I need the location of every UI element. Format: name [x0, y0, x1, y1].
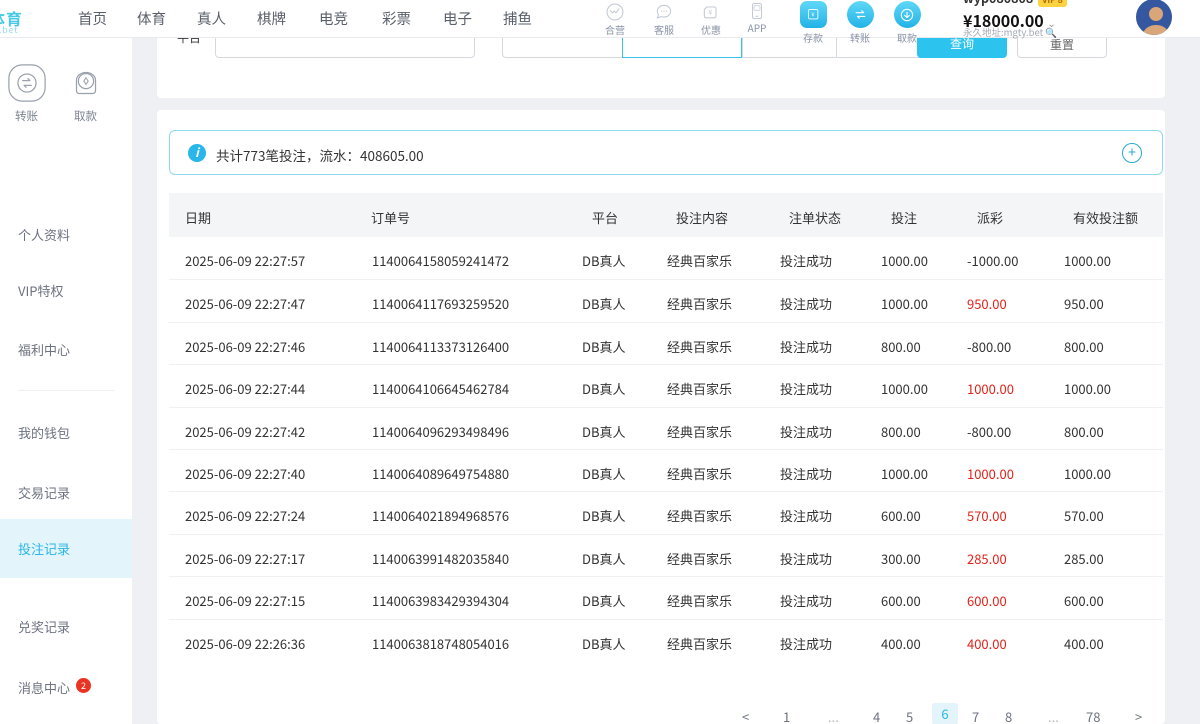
svg-text:¥: ¥	[811, 9, 814, 18]
svg-text:¥: ¥	[708, 7, 712, 17]
